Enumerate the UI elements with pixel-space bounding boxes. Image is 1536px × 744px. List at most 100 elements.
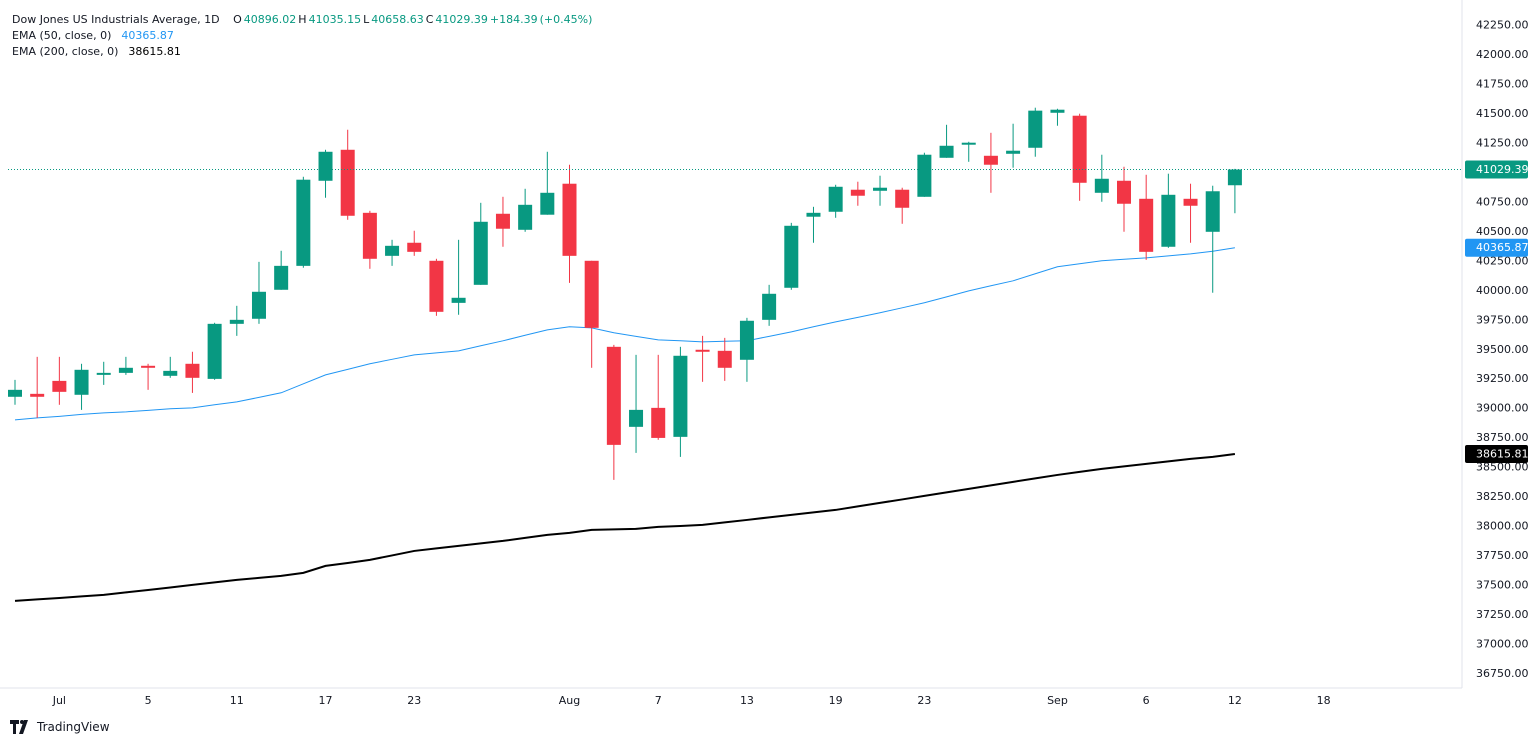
ohlc-value: 41029.39 — [435, 13, 488, 26]
x-tick-label: 23 — [407, 694, 421, 707]
ema-line — [14, 247, 1235, 421]
x-tick-label: Aug — [559, 694, 580, 707]
candle-body — [74, 369, 89, 395]
candle-body — [141, 365, 156, 368]
ema-price-tag: 38615.81 — [1476, 447, 1529, 460]
candle-body — [784, 225, 799, 288]
candle-body — [385, 245, 400, 256]
candle-body — [873, 187, 888, 191]
candle-body — [1050, 109, 1065, 113]
ohlc-label: O — [233, 13, 242, 26]
candle-body — [30, 393, 45, 397]
candle-body — [274, 265, 289, 290]
symbol-title: Dow Jones US Industrials Average, 1D — [12, 13, 220, 26]
candle-body — [917, 154, 932, 197]
y-tick-label: 41500.00 — [1476, 107, 1529, 120]
legend: Dow Jones US Industrials Average, 1D O 40… — [12, 12, 594, 60]
ema-line — [14, 452, 1236, 602]
candle-body — [1139, 198, 1154, 252]
y-tick-label: 37500.00 — [1476, 578, 1529, 591]
candle-body — [673, 355, 688, 437]
candle-body — [518, 204, 533, 230]
candle-body — [229, 319, 244, 324]
indicator-value: 40365.87 — [121, 29, 174, 42]
x-tick-label: 13 — [740, 694, 754, 707]
indicator-name: EMA (50, close, 0) — [12, 29, 112, 42]
candle-body — [1183, 198, 1198, 206]
x-tick-label: 19 — [829, 694, 843, 707]
candle-body — [318, 151, 333, 181]
candle-body — [1072, 115, 1087, 183]
candle-body — [1227, 169, 1242, 186]
change-pct: (+0.45%) — [539, 13, 593, 26]
candle-body — [695, 349, 710, 352]
y-tick-label: 39500.00 — [1476, 343, 1529, 356]
candle-body — [1161, 194, 1176, 247]
ohlc-value: 41035.15 — [308, 13, 362, 26]
y-tick-label: 39750.00 — [1476, 313, 1529, 326]
ema-price-tag-bg — [1465, 238, 1528, 257]
candle-body — [8, 389, 22, 397]
candle-body — [562, 183, 577, 256]
candle-body — [340, 149, 355, 216]
ohlc-value: 40658.63 — [371, 13, 424, 26]
candle-body — [429, 260, 444, 312]
candle-body — [296, 179, 311, 266]
legend-ema50: EMA (50, close, 0) 40365.87 — [12, 28, 594, 44]
candle-body — [651, 407, 666, 438]
candle-body — [1205, 191, 1220, 232]
x-tick-label: 5 — [145, 694, 152, 707]
y-tick-label: 37750.00 — [1476, 549, 1529, 562]
x-tick-label: 11 — [230, 694, 244, 707]
y-tick-label: 42000.00 — [1476, 48, 1529, 61]
y-tick-label: 38750.00 — [1476, 431, 1529, 444]
candle-body — [983, 155, 998, 165]
candle-body — [606, 346, 621, 445]
candle-body — [762, 293, 777, 320]
candle-body — [584, 260, 599, 328]
candle-body — [362, 212, 377, 259]
y-tick-label: 38250.00 — [1476, 490, 1529, 503]
candle-body — [629, 409, 644, 427]
logo-icon — [10, 720, 28, 734]
y-tick-label: 40500.00 — [1476, 225, 1529, 238]
x-tick-label: Sep — [1047, 694, 1068, 707]
candle-body — [1028, 110, 1043, 148]
x-tick-label: 12 — [1228, 694, 1242, 707]
x-tick-label: 7 — [655, 694, 662, 707]
y-tick-label: 37000.00 — [1476, 637, 1529, 650]
ohlc-value: 40896.02 — [243, 13, 297, 26]
candle-body — [96, 372, 111, 375]
candle-body — [52, 380, 67, 392]
candle-body — [540, 192, 555, 215]
change-value: +184.39 — [489, 13, 538, 26]
y-tick-label: 41750.00 — [1476, 78, 1529, 91]
legend-main: Dow Jones US Industrials Average, 1D O 40… — [12, 12, 594, 28]
candle-body — [451, 297, 466, 303]
last-price-tag-bg — [1465, 160, 1528, 179]
legend-ema200: EMA (200, close, 0) 38615.81 — [12, 44, 594, 60]
y-tick-label: 39000.00 — [1476, 402, 1529, 415]
candle-body — [251, 291, 266, 319]
candle-body — [185, 363, 200, 378]
x-tick-label: Jul — [52, 694, 66, 707]
candle-body — [495, 213, 510, 229]
ohlc-label: L — [363, 13, 370, 26]
indicator-name: EMA (200, close, 0) — [12, 45, 119, 58]
candle-body — [473, 221, 488, 285]
y-tick-label: 38000.00 — [1476, 520, 1529, 533]
y-tick-label: 40750.00 — [1476, 195, 1529, 208]
candle-body — [1117, 180, 1131, 204]
candle-body — [895, 189, 910, 208]
y-tick-label: 40250.00 — [1476, 254, 1529, 267]
x-tick-label: 18 — [1317, 694, 1331, 707]
x-tick-label: 17 — [319, 694, 333, 707]
candle-body — [828, 186, 843, 212]
ohlc-label: H — [298, 13, 307, 26]
y-tick-label: 38500.00 — [1476, 461, 1529, 474]
candle-body — [739, 320, 754, 360]
y-tick-label: 42250.00 — [1476, 19, 1529, 32]
y-tick-label: 41250.00 — [1476, 137, 1529, 150]
